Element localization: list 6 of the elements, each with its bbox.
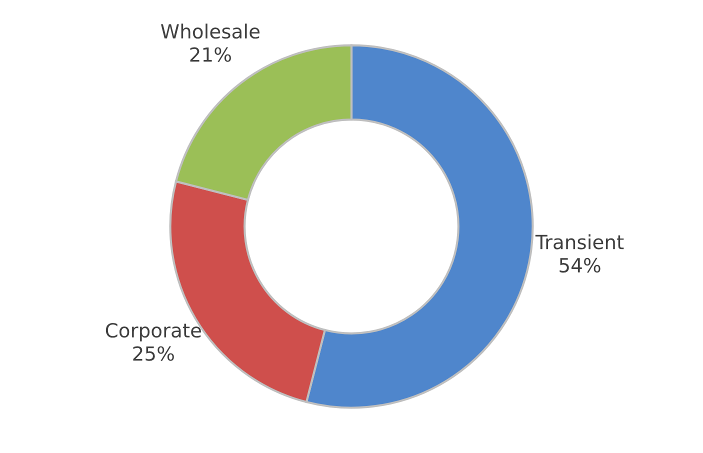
slice-label: Wholesale bbox=[160, 24, 260, 39]
data-label: 25% bbox=[133, 346, 174, 361]
data-label: 54% bbox=[560, 258, 600, 273]
slice-label: Corporate bbox=[106, 322, 201, 342]
slice-label: Transient bbox=[535, 234, 624, 250]
data-label: 21% bbox=[190, 47, 231, 62]
